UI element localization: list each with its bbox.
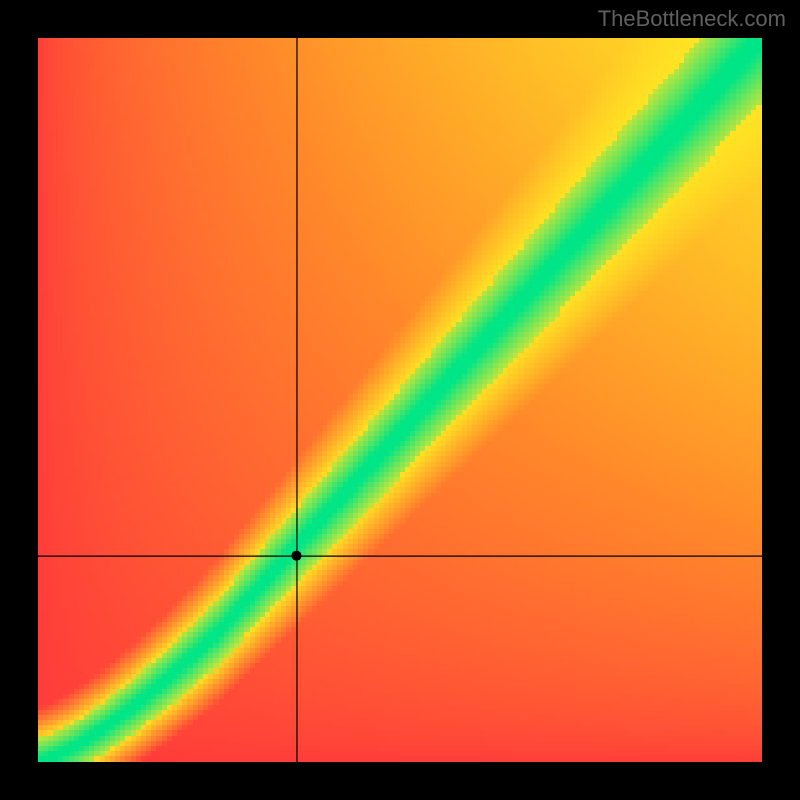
- heatmap-canvas: [38, 38, 762, 762]
- watermark-text: TheBottleneck.com: [598, 6, 786, 32]
- chart-container: TheBottleneck.com: [0, 0, 800, 800]
